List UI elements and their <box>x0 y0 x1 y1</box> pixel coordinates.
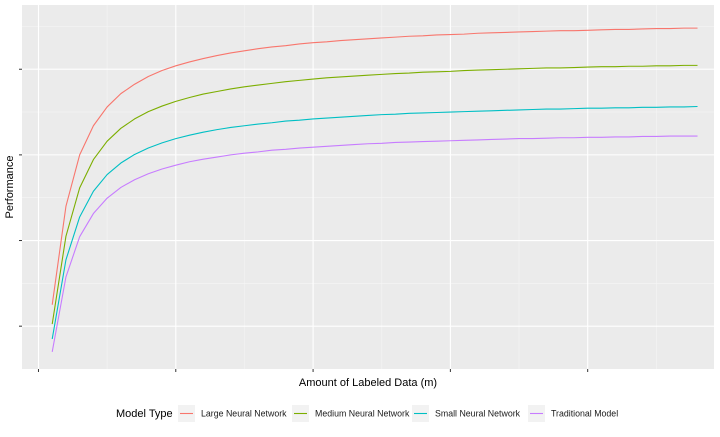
series-line-2 <box>51 64 698 325</box>
legend: Model Type Large Neural Network Medium Ne… <box>116 405 618 422</box>
legend-item: Medium Neural Network <box>292 405 410 422</box>
axis-ticks <box>19 68 589 372</box>
legend-item: Large Neural Network <box>178 405 287 422</box>
legend-label: Medium Neural Network <box>315 409 410 419</box>
plot-panel <box>22 5 714 369</box>
series-line-4 <box>51 135 698 352</box>
legend-items: Large Neural Network Medium Neural Networ… <box>178 405 618 422</box>
legend-title: Model Type <box>116 408 173 420</box>
series-lines <box>51 27 698 352</box>
minor-gridlines <box>22 5 714 369</box>
legend-label: Large Neural Network <box>201 409 287 419</box>
legend-item: Traditional Model <box>528 405 618 422</box>
series-line-3 <box>51 105 698 340</box>
series-line-1 <box>51 27 698 305</box>
y-axis-title: Performance <box>4 156 16 219</box>
legend-item: Small Neural Network <box>412 405 521 422</box>
x-axis-title: Amount of Labeled Data (m) <box>299 377 437 389</box>
legend-label: Small Neural Network <box>435 409 521 419</box>
legend-label: Traditional Model <box>551 409 618 419</box>
